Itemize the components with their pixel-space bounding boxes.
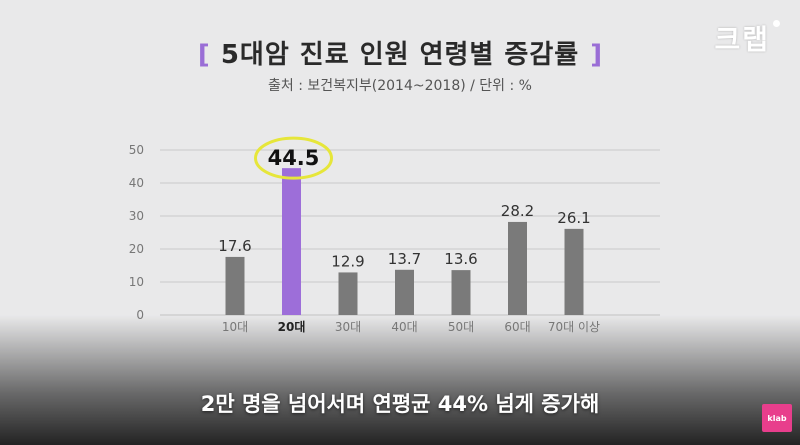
data-label: 26.1 — [557, 209, 590, 227]
chart-subtitle: 출처 : 보건복지부(2014~2018) / 단위 : % — [268, 78, 532, 94]
brand-logo: 크랩 — [714, 23, 770, 56]
x-tick-label: 20대 — [278, 320, 306, 334]
y-tick-label: 20 — [129, 242, 144, 256]
y-tick-label: 50 — [129, 143, 144, 157]
highlight-circle — [254, 136, 333, 180]
brand-dot-icon — [773, 20, 780, 27]
data-label: 17.6 — [218, 237, 251, 255]
bar — [225, 256, 245, 315]
title-bracket-close: ] — [590, 40, 603, 70]
data-label: 44.5 — [268, 146, 320, 170]
y-tick-label: 30 — [129, 209, 144, 223]
x-tick-label: 50대 — [448, 320, 474, 334]
data-label: 28.2 — [501, 202, 534, 220]
data-label: 13.7 — [388, 250, 421, 268]
x-tick-label: 10대 — [222, 320, 248, 334]
data-label: 12.9 — [331, 252, 364, 270]
y-tick-label: 10 — [129, 275, 144, 289]
bottom-gradient-overlay — [0, 315, 800, 445]
title-bracket-open: [ — [197, 40, 210, 70]
klab-watermark: klab — [762, 404, 792, 432]
bar — [451, 270, 471, 315]
x-tick-label: 70대 이상 — [548, 320, 600, 334]
subtitle-caption: 2만 명을 넘어서며 연평균 44% 넘게 증가해 — [200, 392, 600, 416]
bar — [395, 269, 414, 315]
y-tick-label: 40 — [129, 176, 144, 190]
bar — [564, 228, 584, 315]
bar — [508, 221, 527, 315]
chart-title: 5대암 진료 인원 연령별 증감률 — [220, 40, 580, 70]
bar — [282, 168, 301, 315]
y-tick-label: 0 — [136, 308, 144, 322]
x-tick-label: 60대 — [504, 320, 530, 334]
x-tick-label: 30대 — [335, 320, 361, 334]
x-tick-label: 40대 — [391, 320, 417, 334]
chart-title-wrap: [ 5대암 진료 인원 연령별 증감률 ] — [0, 34, 800, 71]
bar — [338, 272, 358, 315]
data-label: 13.6 — [444, 250, 477, 268]
